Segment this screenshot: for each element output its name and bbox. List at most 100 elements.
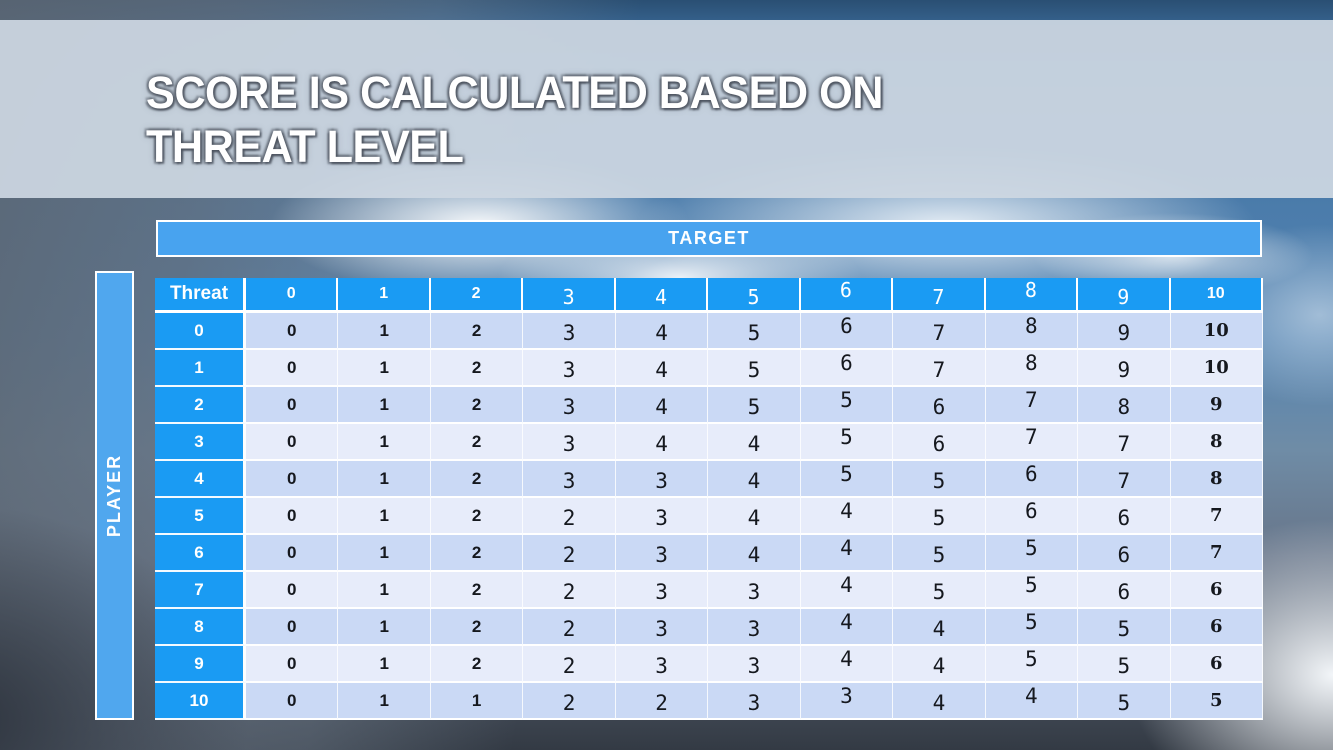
col-header-cell: 5	[708, 278, 801, 313]
row-header-cell: 0	[155, 313, 246, 350]
score-cell: 8	[985, 313, 1079, 350]
score-cell: 4	[800, 572, 894, 609]
score-cell: 5	[893, 461, 986, 498]
score-cell: 3	[615, 461, 709, 498]
col-header-cell: 0	[246, 278, 339, 313]
score-cell: 7	[1170, 535, 1263, 572]
score-cell: 1	[338, 572, 431, 609]
score-cell: 5	[985, 535, 1079, 572]
score-cell: 5	[800, 424, 894, 461]
score-cell: 6	[1170, 609, 1263, 646]
score-cell: 4	[893, 646, 986, 683]
score-cell: 0	[246, 498, 339, 535]
score-cell: 6	[1170, 572, 1263, 609]
score-cell: 2	[615, 683, 709, 720]
title-banner: SCORE IS CALCULATED BASED ON THREAT LEVE…	[0, 20, 1333, 198]
score-cell: 6	[985, 461, 1079, 498]
score-cell: 4	[615, 350, 709, 387]
score-cell: 2	[430, 313, 524, 350]
score-cell: 4	[893, 683, 986, 720]
score-cell: 1	[338, 498, 431, 535]
score-cell: 0	[246, 646, 339, 683]
col-header-cell: 7	[893, 278, 986, 313]
col-header-cell: 3	[523, 278, 616, 313]
score-cell: 3	[523, 350, 616, 387]
score-cell: 4	[985, 683, 1079, 720]
score-cell: 2	[430, 350, 524, 387]
score-cell: 6	[1078, 498, 1171, 535]
row-header-cell: 4	[155, 461, 246, 498]
score-cell: 2	[523, 498, 616, 535]
score-cell: 7	[893, 313, 986, 350]
score-cell: 0	[246, 313, 339, 350]
score-cell: 8	[985, 350, 1079, 387]
score-cell: 3	[523, 461, 616, 498]
target-axis-text: TARGET	[668, 228, 750, 248]
score-cell: 8	[1078, 387, 1171, 424]
score-cell: 4	[800, 609, 894, 646]
score-cell: 7	[985, 387, 1079, 424]
score-cell: 5	[1078, 646, 1171, 683]
slide-title-line1: SCORE IS CALCULATED BASED ON	[146, 67, 883, 118]
row-header-cell: 2	[155, 387, 246, 424]
score-cell: 5	[708, 313, 801, 350]
score-cell: 4	[800, 498, 894, 535]
score-cell: 5	[985, 609, 1079, 646]
score-cell: 3	[708, 683, 801, 720]
score-cell: 7	[985, 424, 1079, 461]
score-cell: 6	[800, 313, 894, 350]
score-cell: 5	[893, 572, 986, 609]
score-cell: 7	[893, 350, 986, 387]
score-cell: 3	[615, 535, 709, 572]
score-cell: 6	[985, 498, 1079, 535]
score-cell: 4	[708, 424, 801, 461]
col-header-cell: 1	[338, 278, 431, 313]
score-cell: 4	[615, 313, 709, 350]
score-cell: 6	[800, 350, 894, 387]
score-cell: 2	[523, 646, 616, 683]
score-cell: 5	[800, 387, 894, 424]
score-cell: 4	[708, 498, 801, 535]
score-cell: 2	[430, 387, 524, 424]
player-axis-label: PLAYER	[95, 271, 134, 720]
col-header-cell: 6	[800, 278, 894, 313]
col-header-cell: 9	[1078, 278, 1171, 313]
score-cell: 5	[800, 461, 894, 498]
score-cell: 1	[338, 646, 431, 683]
score-cell: 0	[246, 424, 339, 461]
score-cell: 0	[246, 535, 339, 572]
score-cell: 2	[523, 535, 616, 572]
score-cell: 2	[430, 535, 524, 572]
score-cell: 7	[1078, 424, 1171, 461]
score-cell: 1	[430, 683, 524, 720]
score-cell: 3	[800, 683, 894, 720]
score-cell: 0	[246, 461, 339, 498]
row-header-cell: 9	[155, 646, 246, 683]
score-cell: 6	[1170, 646, 1263, 683]
score-cell: 6	[1078, 572, 1171, 609]
row-header-cell: 6	[155, 535, 246, 572]
score-cell: 9	[1170, 387, 1263, 424]
col-header-cell: 10	[1170, 278, 1263, 313]
score-cell: 0	[246, 387, 339, 424]
score-cell: 4	[615, 424, 709, 461]
score-cell: 1	[338, 461, 431, 498]
row-header-cell: 8	[155, 609, 246, 646]
score-cell: 5	[1170, 683, 1263, 720]
score-cell: 4	[708, 535, 801, 572]
score-cell: 5	[1078, 683, 1171, 720]
score-matrix-table: Threat 0 1 2 3 4 5 6 7 8 9 10 0 0 1 2 3 4 5 6 7 8 9 10 1 0 1 2 3 4 5 6 7…	[155, 278, 1263, 720]
score-cell: 5	[708, 350, 801, 387]
score-cell: 2	[430, 609, 524, 646]
score-cell: 2	[430, 424, 524, 461]
score-cell: 8	[1170, 461, 1263, 498]
score-cell: 3	[615, 646, 709, 683]
score-cell: 1	[338, 683, 431, 720]
score-cell: 3	[523, 313, 616, 350]
score-cell: 4	[708, 461, 801, 498]
score-cell: 3	[615, 609, 709, 646]
score-cell: 3	[708, 572, 801, 609]
corner-header-threat: Threat	[155, 278, 246, 313]
score-cell: 1	[338, 424, 431, 461]
